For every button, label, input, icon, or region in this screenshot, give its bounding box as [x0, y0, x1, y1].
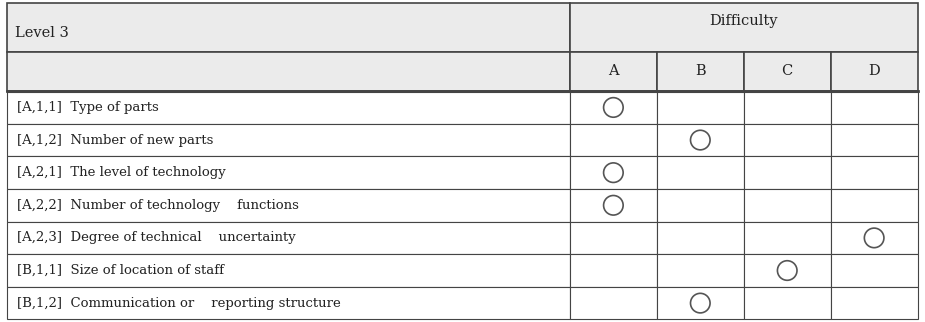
- Text: Level 3: Level 3: [15, 26, 68, 40]
- Bar: [744, 156, 831, 189]
- Bar: [7, 254, 570, 287]
- Bar: [7, 287, 570, 319]
- Bar: [7, 156, 570, 189]
- Bar: [657, 91, 744, 124]
- Bar: [570, 287, 657, 319]
- Bar: [657, 222, 744, 254]
- Text: B: B: [695, 64, 706, 79]
- Bar: [831, 124, 918, 156]
- Text: [A,2,1]  The level of technology: [A,2,1] The level of technology: [17, 166, 226, 179]
- Bar: [570, 91, 657, 124]
- Bar: [744, 124, 831, 156]
- Bar: [657, 189, 744, 222]
- Bar: [657, 52, 744, 91]
- Text: [A,2,3]  Degree of technical    uncertainty: [A,2,3] Degree of technical uncertainty: [17, 232, 295, 244]
- Bar: [7, 222, 570, 254]
- Bar: [657, 254, 744, 287]
- Bar: [831, 287, 918, 319]
- Bar: [570, 222, 657, 254]
- Text: [B,1,1]  Size of location of staff: [B,1,1] Size of location of staff: [17, 264, 224, 277]
- Bar: [657, 124, 744, 156]
- Bar: [570, 52, 657, 91]
- Bar: [744, 254, 831, 287]
- Bar: [570, 3, 918, 52]
- Bar: [657, 156, 744, 189]
- Text: D: D: [869, 64, 880, 79]
- Bar: [570, 156, 657, 189]
- Bar: [7, 3, 570, 52]
- Bar: [7, 189, 570, 222]
- Text: [A,1,2]  Number of new parts: [A,1,2] Number of new parts: [17, 134, 213, 147]
- Text: [A,2,2]  Number of technology    functions: [A,2,2] Number of technology functions: [17, 199, 299, 212]
- Bar: [831, 52, 918, 91]
- Bar: [744, 287, 831, 319]
- Bar: [7, 124, 570, 156]
- Bar: [744, 52, 831, 91]
- Bar: [7, 52, 570, 91]
- Text: C: C: [782, 64, 793, 79]
- Bar: [831, 254, 918, 287]
- Bar: [657, 287, 744, 319]
- Text: A: A: [608, 64, 619, 79]
- Bar: [744, 91, 831, 124]
- Bar: [831, 222, 918, 254]
- Text: Difficulty: Difficulty: [709, 14, 778, 28]
- Bar: [570, 124, 657, 156]
- Bar: [744, 189, 831, 222]
- Bar: [570, 189, 657, 222]
- Bar: [831, 189, 918, 222]
- Bar: [831, 156, 918, 189]
- Bar: [831, 91, 918, 124]
- Bar: [570, 254, 657, 287]
- Text: [A,1,1]  Type of parts: [A,1,1] Type of parts: [17, 101, 158, 114]
- Bar: [7, 91, 570, 124]
- Text: [B,1,2]  Communication or    reporting structure: [B,1,2] Communication or reporting struc…: [17, 297, 340, 310]
- Bar: [744, 222, 831, 254]
